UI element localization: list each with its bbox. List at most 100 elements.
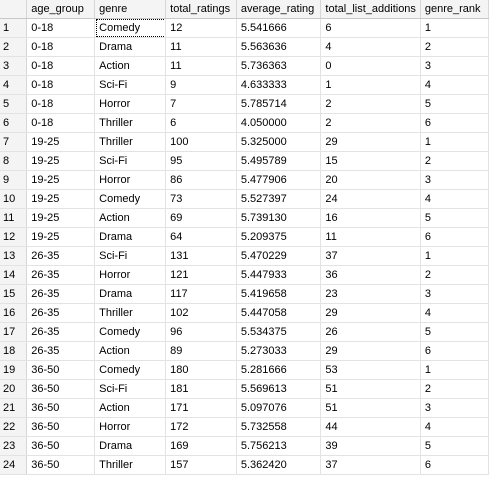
cell-genre-rank[interactable]: 4 xyxy=(420,189,489,209)
cell-total-list-additions[interactable]: 29 xyxy=(320,303,421,323)
table-row[interactable]: 12 19-25 Drama 64 5.209375 11 6 xyxy=(0,227,489,247)
table-row[interactable]: 18 26-35 Action 89 5.273033 29 6 xyxy=(0,341,489,361)
cell-age-group[interactable]: 36-50 xyxy=(26,398,96,418)
row-number[interactable]: 3 xyxy=(0,56,28,76)
table-row[interactable]: 23 36-50 Drama 169 5.756213 39 5 xyxy=(0,436,489,456)
cell-total-list-additions[interactable]: 15 xyxy=(320,151,421,171)
row-number[interactable]: 10 xyxy=(0,189,28,209)
cell-genre[interactable]: Comedy xyxy=(94,189,167,209)
table-row[interactable]: 4 0-18 Sci-Fi 9 4.633333 1 4 xyxy=(0,75,489,95)
row-number[interactable]: 1 xyxy=(0,18,28,38)
cell-average-rating[interactable]: 5.563636 xyxy=(236,37,322,57)
cell-total-list-additions[interactable]: 1 xyxy=(320,75,421,95)
cell-age-group[interactable]: 0-18 xyxy=(26,18,96,38)
cell-age-group[interactable]: 0-18 xyxy=(26,56,96,76)
table-row[interactable]: 14 26-35 Horror 121 5.447933 36 2 xyxy=(0,265,489,285)
cell-total-list-additions[interactable]: 51 xyxy=(320,398,421,418)
cell-genre-rank[interactable]: 2 xyxy=(420,151,489,171)
cell-average-rating[interactable]: 5.736363 xyxy=(236,56,322,76)
cell-genre[interactable]: Horror xyxy=(94,94,167,114)
cell-average-rating[interactable]: 5.534375 xyxy=(236,322,322,342)
cell-total-ratings[interactable]: 121 xyxy=(165,265,237,285)
cell-age-group[interactable]: 36-50 xyxy=(26,455,96,475)
row-number[interactable]: 22 xyxy=(0,417,28,437)
table-row[interactable]: 17 26-35 Comedy 96 5.534375 26 5 xyxy=(0,322,489,342)
cell-average-rating[interactable]: 5.541666 xyxy=(236,18,322,38)
cell-total-ratings[interactable]: 6 xyxy=(165,113,237,133)
row-number[interactable]: 19 xyxy=(0,360,28,380)
cell-age-group[interactable]: 26-35 xyxy=(26,322,96,342)
cell-total-list-additions[interactable]: 2 xyxy=(320,94,421,114)
cell-genre-rank[interactable]: 2 xyxy=(420,379,489,399)
cell-genre-rank[interactable]: 2 xyxy=(420,37,489,57)
cell-genre[interactable]: Thriller xyxy=(94,303,167,323)
row-number[interactable]: 24 xyxy=(0,455,28,475)
cell-total-ratings[interactable]: 100 xyxy=(165,132,237,152)
cell-genre-rank[interactable]: 4 xyxy=(420,417,489,437)
table-row[interactable]: 11 19-25 Action 69 5.739130 16 5 xyxy=(0,208,489,228)
table-row[interactable]: 21 36-50 Action 171 5.097076 51 3 xyxy=(0,398,489,418)
table-row[interactable]: 8 19-25 Sci-Fi 95 5.495789 15 2 xyxy=(0,151,489,171)
cell-genre[interactable]: Thriller xyxy=(94,132,167,152)
cell-genre-rank[interactable]: 3 xyxy=(420,284,489,304)
column-header-average-rating[interactable]: average_rating xyxy=(236,0,322,19)
row-number[interactable]: 12 xyxy=(0,227,28,247)
cell-total-list-additions[interactable]: 23 xyxy=(320,284,421,304)
cell-total-ratings[interactable]: 86 xyxy=(165,170,237,190)
cell-average-rating[interactable]: 4.050000 xyxy=(236,113,322,133)
cell-age-group[interactable]: 19-25 xyxy=(26,132,96,152)
cell-age-group[interactable]: 0-18 xyxy=(26,94,96,114)
cell-genre-rank[interactable]: 1 xyxy=(420,18,489,38)
cell-genre[interactable]: Drama xyxy=(94,37,167,57)
row-number[interactable]: 20 xyxy=(0,379,28,399)
cell-genre[interactable]: Thriller xyxy=(94,455,167,475)
cell-average-rating[interactable]: 5.527397 xyxy=(236,189,322,209)
cell-genre-rank[interactable]: 1 xyxy=(420,246,489,266)
cell-average-rating[interactable]: 5.470229 xyxy=(236,246,322,266)
cell-genre[interactable]: Sci-Fi xyxy=(94,151,167,171)
table-row[interactable]: 3 0-18 Action 11 5.736363 0 3 xyxy=(0,56,489,76)
cell-total-ratings[interactable]: 169 xyxy=(165,436,237,456)
row-number[interactable]: 13 xyxy=(0,246,28,266)
cell-genre-rank[interactable]: 5 xyxy=(420,322,489,342)
cell-genre-rank[interactable]: 6 xyxy=(420,113,489,133)
cell-genre[interactable]: Comedy xyxy=(94,18,167,38)
cell-genre[interactable]: Horror xyxy=(94,417,167,437)
corner-cell[interactable] xyxy=(0,0,28,19)
cell-age-group[interactable]: 36-50 xyxy=(26,436,96,456)
cell-total-list-additions[interactable]: 29 xyxy=(320,132,421,152)
cell-genre[interactable]: Comedy xyxy=(94,360,167,380)
table-row[interactable]: 2 0-18 Drama 11 5.563636 4 2 xyxy=(0,37,489,57)
cell-genre-rank[interactable]: 2 xyxy=(420,265,489,285)
cell-total-ratings[interactable]: 180 xyxy=(165,360,237,380)
cell-total-ratings[interactable]: 171 xyxy=(165,398,237,418)
table-row[interactable]: 6 0-18 Thriller 6 4.050000 2 6 xyxy=(0,113,489,133)
cell-age-group[interactable]: 36-50 xyxy=(26,379,96,399)
table-row[interactable]: 22 36-50 Horror 172 5.732558 44 4 xyxy=(0,417,489,437)
cell-age-group[interactable]: 36-50 xyxy=(26,417,96,437)
cell-total-list-additions[interactable]: 37 xyxy=(320,455,421,475)
cell-genre[interactable]: Action xyxy=(94,208,167,228)
column-header-genre[interactable]: genre xyxy=(94,0,167,19)
cell-genre-rank[interactable]: 6 xyxy=(420,341,489,361)
column-header-total-list-additions[interactable]: total_list_additions xyxy=(320,0,421,19)
cell-average-rating[interactable]: 5.447058 xyxy=(236,303,322,323)
cell-genre[interactable]: Drama xyxy=(94,284,167,304)
cell-total-list-additions[interactable]: 24 xyxy=(320,189,421,209)
cell-total-list-additions[interactable]: 53 xyxy=(320,360,421,380)
cell-total-ratings[interactable]: 172 xyxy=(165,417,237,437)
cell-age-group[interactable]: 19-25 xyxy=(26,151,96,171)
cell-age-group[interactable]: 26-35 xyxy=(26,246,96,266)
table-row[interactable]: 7 19-25 Thriller 100 5.325000 29 1 xyxy=(0,132,489,152)
cell-genre-rank[interactable]: 1 xyxy=(420,360,489,380)
cell-age-group[interactable]: 19-25 xyxy=(26,227,96,247)
cell-total-list-additions[interactable]: 16 xyxy=(320,208,421,228)
cell-average-rating[interactable]: 5.756213 xyxy=(236,436,322,456)
cell-genre[interactable]: Thriller xyxy=(94,113,167,133)
cell-total-ratings[interactable]: 181 xyxy=(165,379,237,399)
cell-total-list-additions[interactable]: 26 xyxy=(320,322,421,342)
table-row[interactable]: 10 19-25 Comedy 73 5.527397 24 4 xyxy=(0,189,489,209)
cell-genre[interactable]: Sci-Fi xyxy=(94,246,167,266)
cell-age-group[interactable]: 0-18 xyxy=(26,75,96,95)
